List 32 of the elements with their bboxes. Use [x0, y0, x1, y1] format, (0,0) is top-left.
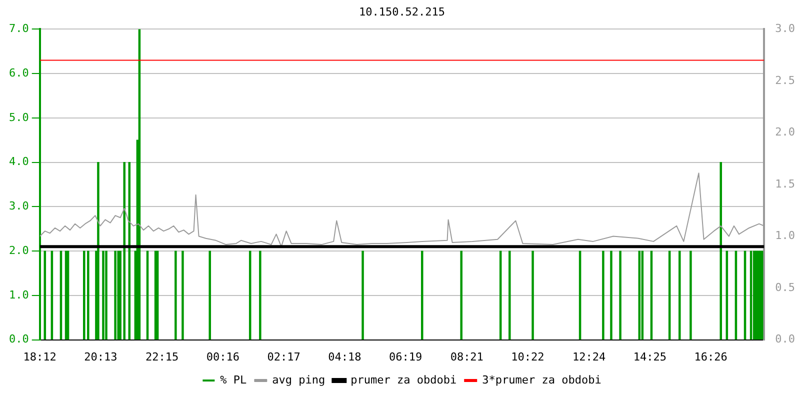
legend-label: 3*prumer za obdobi	[482, 373, 602, 386]
x-tick-label: 18:12	[23, 350, 56, 364]
x-tick-label: 06:19	[388, 350, 422, 364]
y-tick-label: 7.0	[8, 22, 29, 36]
y-tick-label: 3.0	[8, 200, 29, 213]
y-tick-label: 4.0	[8, 155, 29, 168]
chart-title: 10.150.52.215	[358, 5, 446, 18]
y2-tick-label: 1.0	[775, 229, 796, 242]
legend-label: % PL	[220, 373, 248, 386]
y2-tick-label: 2.0	[775, 126, 796, 139]
x-tick-label: 12:24	[572, 350, 606, 364]
legend-label: avg ping	[272, 373, 326, 386]
y-tick-label: 2.0	[8, 244, 29, 257]
x-tick-label: 08:21	[450, 350, 484, 364]
x-tick-label: 10:22	[511, 350, 544, 364]
x-tick-label: 16:26	[694, 350, 728, 364]
y2-tick-label: 3.0	[775, 22, 796, 36]
x-tick-label: 22:15	[146, 350, 179, 364]
x-tick-label: 00:16	[206, 350, 240, 364]
y2-tick-label: 1.5	[775, 177, 796, 190]
x-tick-label: 14:25	[633, 350, 667, 364]
legend-label: prumer za obdobi	[350, 373, 457, 386]
x-tick-label: 20:13	[84, 350, 118, 364]
y-tick-label: 5.0	[8, 110, 29, 124]
x-tick-label: 02:17	[267, 350, 300, 364]
y-tick-label: 0.0	[8, 332, 29, 346]
y2-tick-label: 0.5	[775, 280, 796, 294]
y-tick-label: 6.0	[8, 66, 29, 80]
y2-tick-label: 2.5	[775, 74, 796, 87]
x-tick-label: 04:18	[328, 350, 362, 364]
y2-tick-label: 0.0	[775, 332, 796, 346]
y-tick-label: 1.0	[8, 288, 29, 302]
